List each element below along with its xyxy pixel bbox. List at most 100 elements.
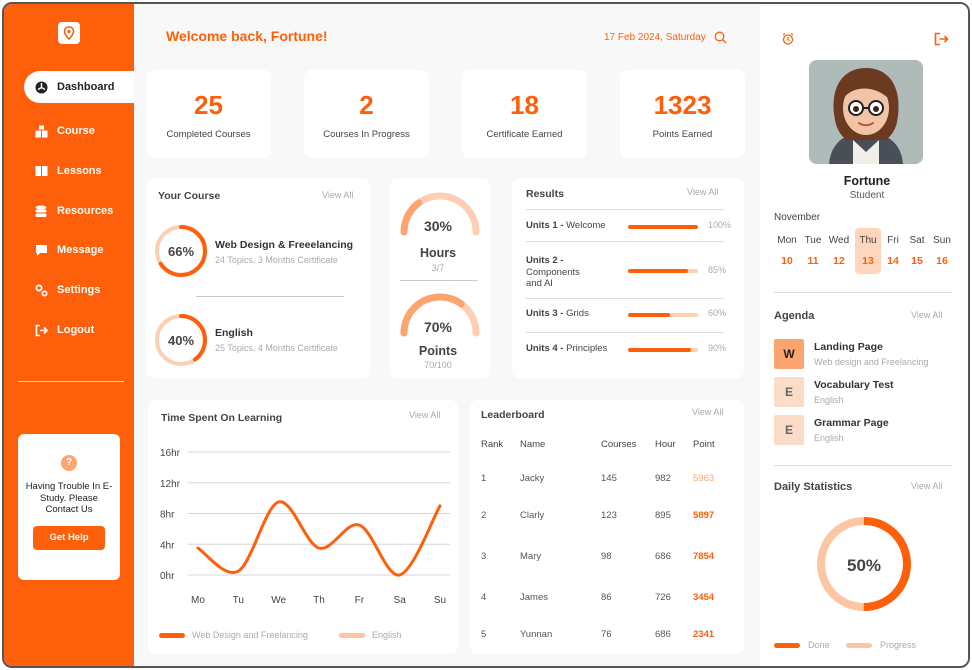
welcome-title: Welcome back, Fortune!: [166, 28, 328, 44]
leaderboard-cell: 5963: [693, 473, 715, 484]
course-percent: 66%: [168, 244, 194, 259]
leaderboard-cell: 726: [655, 592, 671, 603]
legend-label: English: [372, 630, 402, 640]
result-percent: 60%: [708, 308, 727, 318]
series-line-web-design: [196, 500, 442, 577]
daily-statistics-view-all-link[interactable]: View All: [911, 481, 943, 491]
gauge-subvalue: 3/7: [431, 263, 445, 273]
app-logo: [58, 22, 80, 44]
results-card: [512, 178, 744, 378]
y-tick-label: 4hr: [160, 540, 175, 551]
calendar-date[interactable]: 13: [862, 255, 874, 267]
sidebar-item-label: Dashboard: [57, 81, 115, 93]
your-course-view-all-link[interactable]: View All: [322, 190, 354, 200]
sidebar-item-settings[interactable]: Settings: [24, 274, 134, 306]
sidebar-item-label: Logout: [57, 324, 95, 336]
stat-value: 25: [194, 90, 223, 120]
gauge-label: Hours: [419, 246, 457, 260]
leaderboard-cell: 5897: [693, 510, 715, 521]
agenda-item-badge: E: [774, 377, 804, 407]
calendar-date[interactable]: 14: [887, 255, 899, 267]
leaderboard-cell: Jacky: [520, 473, 545, 484]
panel-divider: [774, 465, 952, 466]
logout-icon: [34, 323, 48, 337]
result-unit: Units 4 -: [526, 343, 564, 354]
calendar-day-label: Mon: [777, 235, 797, 246]
stat-card-in-progress: 2 Courses In Progress: [304, 70, 429, 158]
profile-name: Fortune: [843, 174, 891, 188]
gear-icon: [34, 283, 48, 297]
calendar-date[interactable]: 15: [911, 255, 923, 267]
agenda-item-subtitle: English: [814, 395, 844, 405]
agenda-view-all-link[interactable]: View All: [911, 310, 943, 320]
sidebar-item-logout[interactable]: Logout: [24, 314, 134, 346]
stat-value: 18: [510, 90, 539, 120]
agenda-title: Agenda: [774, 310, 815, 322]
y-tick-label: 12hr: [160, 479, 181, 490]
result-progress-fill: [628, 225, 698, 229]
agenda-item-title[interactable]: Vocabulary Test: [814, 379, 894, 391]
sidebar-item-label: Lessons: [57, 165, 102, 177]
x-tick-label: Tu: [233, 595, 244, 606]
get-help-button[interactable]: Get Help: [33, 525, 105, 550]
result-percent: 85%: [708, 265, 727, 275]
leaderboard-cell: 686: [655, 629, 671, 640]
results-divider: [526, 241, 724, 242]
your-course-card: [146, 178, 370, 378]
leaderboard-header: Hour: [655, 439, 676, 450]
leaderboard-cell: Yunnan: [520, 629, 553, 640]
points-gauge: [400, 293, 480, 337]
sidebar-item-resources[interactable]: Resources: [24, 195, 134, 227]
leaderboard-header: Point: [693, 439, 715, 450]
calendar-date[interactable]: 10: [781, 255, 793, 267]
leaderboard-cell: 86: [601, 592, 612, 603]
leaderboard-cell: 3: [481, 551, 487, 562]
sidebar-item-message[interactable]: Message: [24, 234, 134, 266]
time-chart-title: Time Spent On Learning: [161, 412, 283, 424]
leaderboard-cell: 2: [481, 510, 487, 521]
legend-label: Progress: [880, 640, 917, 650]
course-progress-ring: 40%: [155, 314, 207, 366]
agenda-item-title[interactable]: Grammar Page: [814, 417, 889, 429]
course-name[interactable]: Web Design & Freeelancing: [215, 239, 354, 251]
time-chart-view-all-link[interactable]: View All: [409, 410, 441, 420]
leaderboard-cell: 982: [655, 473, 671, 484]
calendar-date[interactable]: 16: [936, 255, 948, 267]
message-icon: [34, 243, 48, 257]
search-icon[interactable]: [714, 31, 727, 49]
results-divider: [526, 298, 724, 299]
sidebar-item-dashboard[interactable]: Dashboard: [24, 71, 134, 103]
leaderboard-card: [470, 400, 744, 654]
x-tick-label: We: [271, 595, 286, 606]
sidebar-divider: [18, 381, 124, 382]
leaderboard-title: Leaderboard: [481, 409, 545, 421]
alarm-icon[interactable]: [781, 32, 795, 51]
calendar-date[interactable]: 12: [833, 255, 845, 267]
result-name: Grids: [566, 308, 589, 319]
agenda-item-subtitle: English: [814, 433, 844, 443]
sidebar-item-course[interactable]: Course: [24, 115, 134, 147]
daily-statistics-title: Daily Statistics: [774, 481, 853, 493]
calendar-day-label: Thu: [859, 235, 877, 246]
legend-swatch-english: [339, 633, 365, 638]
question-icon: ?: [61, 455, 77, 471]
course-name[interactable]: English: [215, 327, 253, 339]
logout-icon[interactable]: [934, 32, 949, 51]
daily-statistics-donut: 50%: [817, 517, 911, 611]
stat-label: Completed Courses: [166, 129, 251, 140]
course-details: 24 Topics, 3 Months Certificate: [215, 255, 338, 265]
y-tick-label: 16hr: [160, 448, 181, 459]
result-unit: Units 2 -: [526, 255, 564, 266]
gauge-divider: [400, 280, 478, 281]
avatar: [809, 60, 923, 164]
result-name: Components and AI: [526, 266, 580, 290]
agenda-item-title[interactable]: Landing Page: [814, 341, 883, 353]
stat-value: 2: [359, 90, 374, 120]
sidebar-item-lessons[interactable]: Lessons: [24, 155, 134, 187]
calendar-date[interactable]: 11: [807, 255, 819, 267]
results-view-all-link[interactable]: View All: [687, 187, 719, 197]
leaderboard-cell: 98: [601, 551, 612, 562]
leaderboard-view-all-link[interactable]: View All: [692, 407, 724, 417]
course-details: 25 Topics, 4 Months Certificate: [215, 343, 338, 353]
agenda-item-badge: E: [774, 415, 804, 445]
